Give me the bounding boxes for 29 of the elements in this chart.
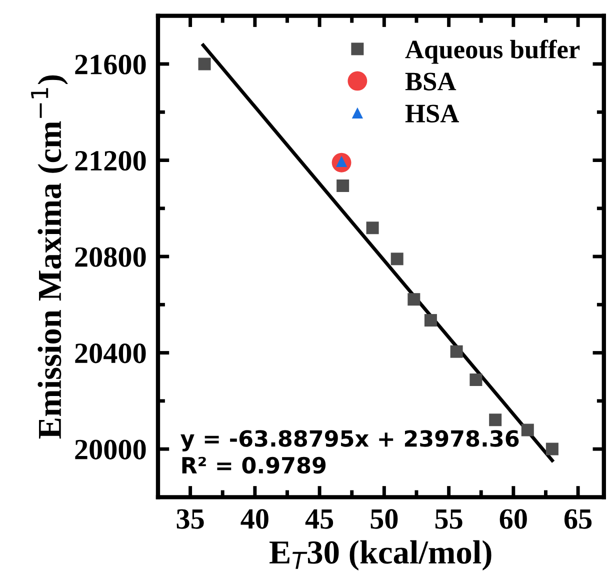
y-tick-label: 20800	[75, 247, 146, 267]
legend-label: Aqueous buffer	[405, 40, 580, 64]
x-axis-title: E$_{T}$30 (kcal/mol)	[270, 540, 492, 571]
y-tick-label: 21600	[75, 54, 146, 74]
x-tick-label: 50	[370, 509, 398, 529]
point	[470, 373, 482, 386]
point	[390, 252, 404, 266]
x-tick-label: 60	[500, 509, 527, 529]
point	[424, 314, 437, 327]
point	[521, 424, 534, 436]
point	[408, 293, 420, 306]
y-tick-label: 20000	[75, 440, 146, 460]
point	[198, 58, 211, 70]
legend-label: HSA	[405, 104, 460, 122]
annotation: y = -63.88795x + 23978.36 R² = 0.9789	[180, 430, 519, 474]
y-tick-label: 20400	[75, 344, 146, 364]
point	[336, 180, 350, 192]
y-tick-label: 21200	[75, 150, 146, 171]
x-tick-label: 55	[435, 509, 462, 529]
legend-label: BSA	[405, 72, 456, 90]
point	[489, 414, 502, 426]
x-tick-label: 35	[176, 509, 204, 529]
point	[546, 442, 558, 456]
point	[366, 222, 379, 234]
x-tick-label: 40	[240, 509, 268, 529]
y-axis-title: Emission Maxima (cm$^{−1}$)	[31, 75, 68, 439]
x-tick-label: 65	[564, 509, 592, 529]
point	[450, 345, 463, 358]
x-tick-label: 45	[305, 509, 334, 529]
